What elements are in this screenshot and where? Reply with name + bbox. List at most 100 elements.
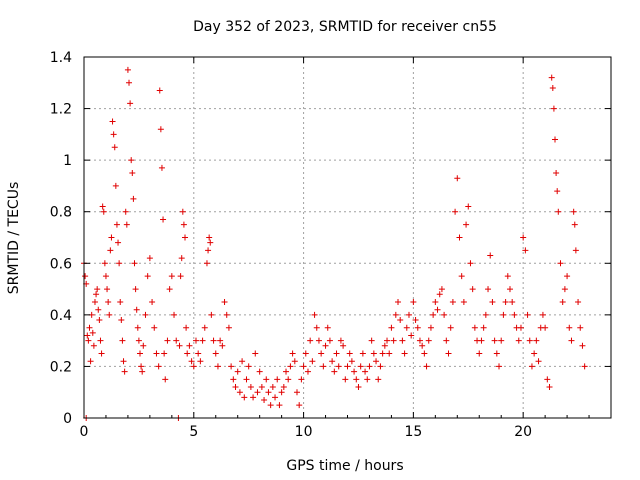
data-point (392, 311, 399, 318)
data-point (452, 208, 459, 215)
data-point (247, 384, 254, 391)
data-point (546, 384, 553, 391)
data-point (550, 105, 557, 112)
data-point (493, 350, 500, 357)
x-tick-label: 0 (80, 424, 89, 440)
data-point (504, 273, 511, 280)
data-point (298, 376, 305, 383)
data-point (168, 273, 175, 280)
data-point (533, 337, 540, 344)
data-point (438, 286, 445, 293)
data-point (263, 376, 270, 383)
data-point (221, 298, 228, 305)
data-point (183, 324, 190, 331)
data-point (212, 350, 219, 357)
data-point (177, 273, 184, 280)
data-point (579, 342, 586, 349)
data-point (155, 363, 162, 370)
data-point (577, 324, 584, 331)
data-point (107, 247, 114, 254)
data-point (423, 363, 430, 370)
data-point (293, 389, 300, 396)
data-point (108, 234, 115, 241)
data-point (425, 337, 432, 344)
data-point (377, 363, 384, 370)
data-point (89, 329, 96, 336)
data-point (348, 358, 355, 365)
data-point (357, 363, 364, 370)
data-point (258, 384, 265, 391)
data-point (100, 208, 107, 215)
data-point (186, 342, 193, 349)
data-point (506, 286, 513, 293)
data-point (252, 350, 259, 357)
data-point (180, 221, 187, 228)
data-point (419, 342, 426, 349)
data-point (548, 74, 555, 81)
data-point (395, 298, 402, 305)
data-point (280, 384, 287, 391)
data-point (528, 363, 535, 370)
data-point (322, 342, 329, 349)
data-point (127, 100, 134, 107)
data-point (333, 350, 340, 357)
data-point (570, 208, 577, 215)
data-point (84, 332, 91, 339)
data-point (296, 402, 303, 409)
data-point (91, 298, 98, 305)
data-point (131, 260, 138, 267)
data-point (502, 298, 509, 305)
data-point (304, 368, 311, 375)
data-point (421, 350, 428, 357)
data-point (245, 363, 252, 370)
x-tick-label: 5 (189, 424, 198, 440)
data-point (544, 376, 551, 383)
data-point (329, 358, 336, 365)
data-point (553, 170, 560, 177)
data-point (496, 363, 503, 370)
data-point (434, 306, 441, 313)
data-point (320, 363, 327, 370)
data-point (568, 337, 575, 344)
data-point (149, 298, 156, 305)
data-point (390, 337, 397, 344)
data-point (93, 291, 100, 298)
data-point (469, 286, 476, 293)
data-point (456, 234, 463, 241)
data-point (370, 350, 377, 357)
data-point (381, 342, 388, 349)
data-point (267, 402, 274, 409)
data-point (178, 255, 185, 262)
data-point (153, 350, 160, 357)
data-point (86, 324, 93, 331)
data-point (90, 342, 97, 349)
data-point (362, 368, 369, 375)
data-point (124, 66, 131, 73)
data-point (340, 342, 347, 349)
data-point (460, 298, 467, 305)
data-point (132, 286, 139, 293)
data-point (467, 260, 474, 267)
y-tick-label: 0.4 (50, 308, 72, 324)
data-point (228, 363, 235, 370)
data-point (337, 337, 344, 344)
y-tick-label: 0.8 (50, 205, 72, 221)
data-point (162, 376, 169, 383)
data-point (379, 350, 386, 357)
data-point (161, 350, 168, 357)
data-point (96, 317, 103, 324)
data-point (524, 311, 531, 318)
data-point (112, 182, 119, 189)
data-point (498, 337, 505, 344)
data-point (184, 350, 191, 357)
data-point (272, 394, 279, 401)
data-point (449, 298, 456, 305)
data-point (575, 298, 582, 305)
data-point (384, 337, 391, 344)
data-point (182, 234, 189, 241)
data-point (97, 337, 104, 344)
data-point (285, 376, 292, 383)
data-point (219, 342, 226, 349)
data-point (129, 170, 136, 177)
